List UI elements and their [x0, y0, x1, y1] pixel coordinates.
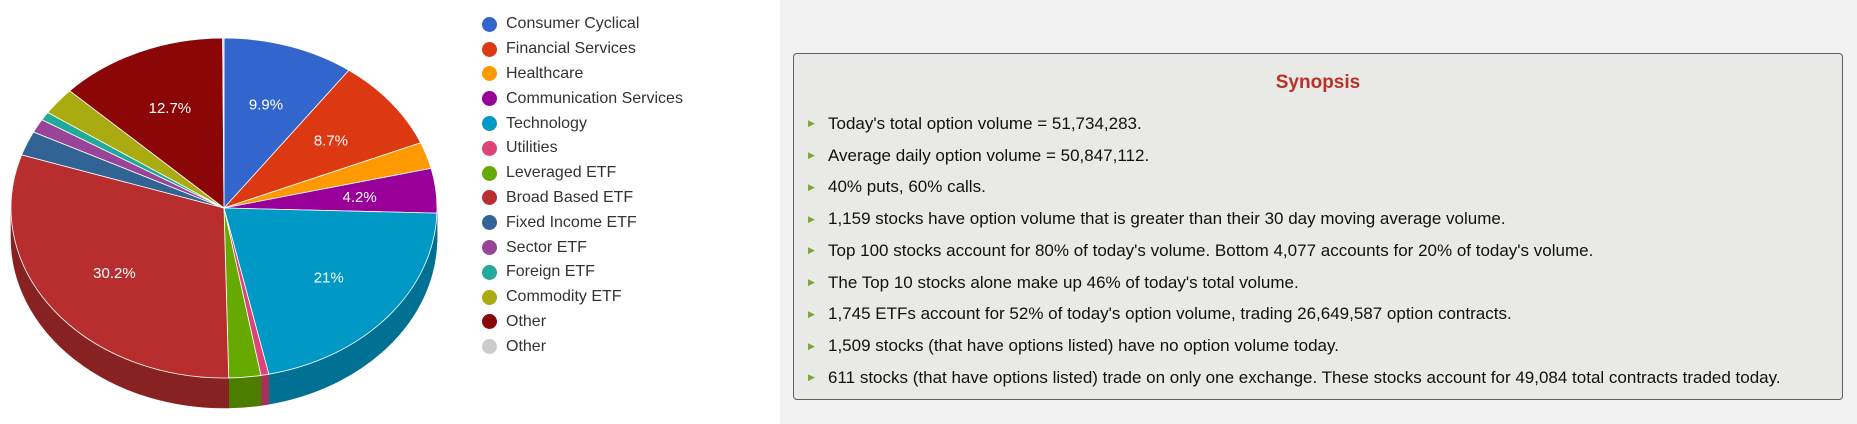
- synopsis-item-4: ▶ Top 100 stocks account for 80% of today…: [808, 235, 1781, 267]
- legend-swatch-icon: [482, 116, 497, 132]
- legend-swatch-icon: [482, 289, 497, 305]
- bullet-arrow-icon: ▶: [808, 213, 815, 224]
- synopsis-item-0: ▶ Today's total option volume = 51,734,28…: [808, 108, 1781, 140]
- pie-top-group: [10, 37, 438, 379]
- legend-item-9[interactable]: Sector ETF: [482, 235, 683, 260]
- synopsis-box: Synopsis ▶ Today's total option volume = …: [793, 53, 1843, 400]
- synopsis-list: ▶ Today's total option volume = 51,734,28…: [808, 108, 1781, 394]
- pie-data-label-4: 21%: [314, 270, 344, 287]
- pie-data-label-1: 8.7%: [314, 133, 348, 150]
- legend-swatch-icon: [482, 339, 497, 355]
- synopsis-item-text: Top 100 stocks account for 80% of today'…: [828, 240, 1594, 260]
- synopsis-title: Synopsis: [1275, 72, 1361, 93]
- synopsis-item-text: 1,159 stocks have option volume that is …: [828, 209, 1506, 229]
- legend-swatch-icon: [482, 314, 497, 330]
- legend-item-12[interactable]: Other: [482, 310, 683, 335]
- pie-slice-4[interactable]: [223, 207, 438, 375]
- legend-label: Broad Based ETF: [506, 188, 634, 206]
- synopsis-item-1: ▶ Average daily option volume = 50,847,11…: [808, 140, 1781, 172]
- legend-swatch-icon: [482, 240, 497, 256]
- legend-swatch-icon: [482, 140, 497, 156]
- synopsis-item-text: 1,745 ETFs account for 52% of today's op…: [828, 304, 1512, 324]
- chart-legend: Consumer Cyclical Financial Services Healt…: [482, 12, 683, 359]
- legend-swatch-icon: [482, 264, 497, 280]
- bullet-arrow-icon: ▶: [808, 245, 815, 256]
- chart-panel: 9.9% 8.7% 4.2% 21% 30.2% 12.7% Consumer Cycli…: [0, 0, 780, 424]
- bullet-arrow-icon: ▶: [808, 340, 815, 351]
- synopsis-item-7: ▶ 1,509 stocks (that have options listed)…: [808, 330, 1781, 362]
- pie-data-label-3: 4.2%: [342, 189, 376, 206]
- synopsis-item-2: ▶ 40% puts, 60% calls.: [808, 172, 1781, 204]
- synopsis-item-text: Average daily option volume = 50,847,112…: [828, 145, 1150, 165]
- legend-label: Other: [506, 337, 547, 355]
- legend-item-2[interactable]: Healthcare: [482, 62, 683, 87]
- synopsis-item-6: ▶ 1,745 ETFs account for 52% of today's o…: [808, 299, 1781, 331]
- synopsis-item-text: Today's total option volume = 51,734,283…: [828, 113, 1142, 133]
- pie-slice-1[interactable]: [222, 69, 422, 209]
- legend-label: Fixed Income ETF: [506, 213, 637, 231]
- synopsis-item-text: 40% puts, 60% calls.: [828, 177, 986, 197]
- legend-item-7[interactable]: Broad Based ETF: [482, 186, 683, 211]
- legend-swatch-icon: [482, 91, 497, 107]
- pie-side-group: [10, 207, 438, 409]
- legend-label: Sector ETF: [506, 238, 587, 256]
- synopsis-item-text: 611 stocks (that have options listed) tr…: [828, 367, 1781, 387]
- synopsis-item-8: ▶ 611 stocks (that have options listed) t…: [808, 362, 1781, 394]
- legend-label: Communication Services: [506, 89, 683, 107]
- legend-item-10[interactable]: Foreign ETF: [482, 260, 683, 285]
- synopsis-item-3: ▶ 1,159 stocks have option volume that is…: [808, 203, 1781, 235]
- legend-item-0[interactable]: Consumer Cyclical: [482, 12, 683, 37]
- pie-slice-side-5: [260, 373, 270, 406]
- legend-item-13[interactable]: Other: [482, 334, 683, 359]
- pie-data-label-0: 9.9%: [249, 96, 283, 113]
- pie-slice-7[interactable]: [10, 154, 230, 379]
- legend-label: Healthcare: [506, 64, 584, 82]
- synopsis-panel: Synopsis ▶ Today's total option volume = …: [780, 0, 1857, 424]
- bullet-arrow-icon: ▶: [808, 181, 815, 192]
- legend-swatch-icon: [482, 66, 497, 82]
- legend-label: Foreign ETF: [506, 263, 595, 281]
- bullet-arrow-icon: ▶: [808, 308, 815, 319]
- legend-swatch-icon: [482, 215, 497, 231]
- legend-swatch-icon: [482, 41, 497, 57]
- legend-swatch-icon: [482, 190, 497, 206]
- pie-chart: 9.9% 8.7% 4.2% 21% 30.2% 12.7%: [10, 37, 438, 409]
- pie-data-label-7: 30.2%: [93, 265, 136, 282]
- bullet-arrow-icon: ▶: [808, 277, 815, 288]
- pie-label-group: 9.9% 8.7% 4.2% 21% 30.2% 12.7%: [93, 96, 377, 286]
- legend-item-11[interactable]: Commodity ETF: [482, 285, 683, 310]
- bullet-arrow-icon: ▶: [808, 372, 815, 383]
- legend-label: Leveraged ETF: [506, 164, 617, 182]
- legend-label: Commodity ETF: [506, 288, 622, 306]
- legend-label: Other: [506, 312, 547, 330]
- synopsis-item-5: ▶ The Top 10 stocks alone make up 46% of …: [808, 267, 1781, 299]
- legend-swatch-icon: [482, 16, 497, 32]
- legend-label: Technology: [506, 114, 587, 132]
- legend-label: Utilities: [506, 139, 558, 157]
- legend-item-1[interactable]: Financial Services: [482, 37, 683, 62]
- pie-slice-13[interactable]: [222, 37, 225, 209]
- synopsis-item-text: 1,509 stocks (that have options listed) …: [828, 336, 1339, 356]
- bullet-arrow-icon: ▶: [808, 118, 815, 129]
- pie-data-label-12: 12.7%: [149, 100, 192, 117]
- pie-slice-12[interactable]: [69, 37, 225, 209]
- legend-label: Financial Services: [506, 40, 636, 58]
- pie-slice-side-6: [228, 375, 262, 409]
- legend-item-8[interactable]: Fixed Income ETF: [482, 210, 683, 235]
- legend-swatch-icon: [482, 165, 497, 181]
- legend-item-4[interactable]: Technology: [482, 111, 683, 136]
- pie-slice-0[interactable]: [223, 37, 350, 210]
- bullet-arrow-icon: ▶: [808, 150, 815, 161]
- synopsis-item-text: The Top 10 stocks alone make up 46% of t…: [828, 272, 1299, 292]
- legend-item-5[interactable]: Utilities: [482, 136, 683, 161]
- legend-item-6[interactable]: Leveraged ETF: [482, 161, 683, 186]
- legend-item-3[interactable]: Communication Services: [482, 86, 683, 111]
- legend-label: Consumer Cyclical: [506, 15, 640, 33]
